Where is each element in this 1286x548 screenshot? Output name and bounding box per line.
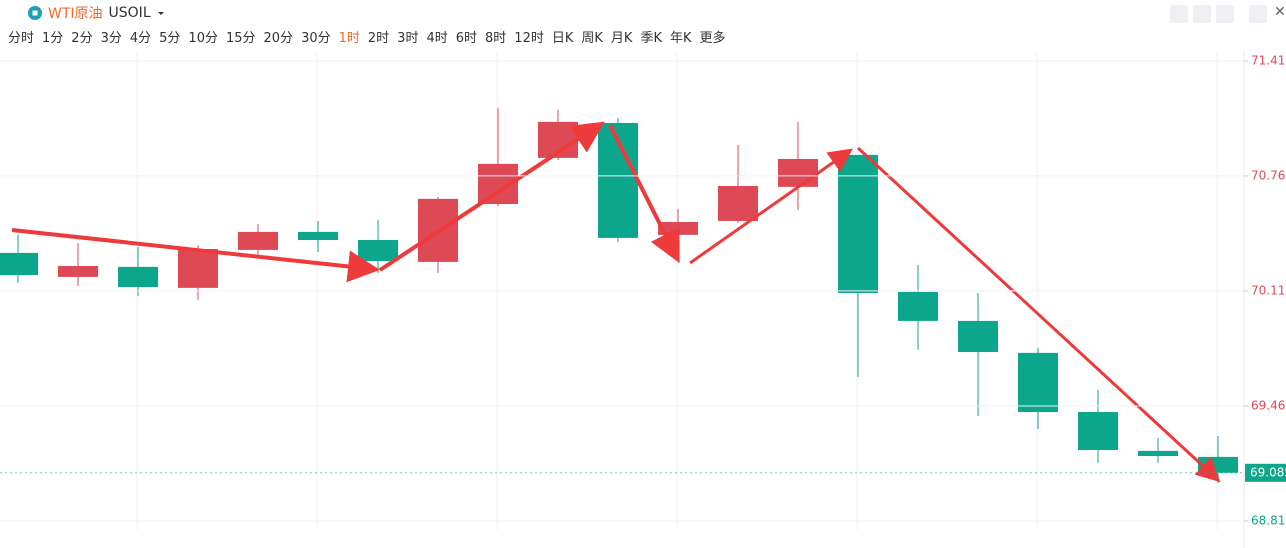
symbol-icon <box>28 6 42 20</box>
tool-icon[interactable] <box>1216 5 1234 23</box>
period-tab[interactable]: 年K <box>669 31 692 46</box>
y-tick-label: 69.463 <box>1251 399 1286 413</box>
tool-icon[interactable] <box>1193 5 1211 23</box>
period-tab[interactable]: 8时 <box>485 31 507 46</box>
arrow <box>689 148 853 265</box>
period-tabs: 分时 1分 2分 3分 4分 5分 10分 15分 20分 30分 1时 2时 3时 4时 6时 8时 12时日… <box>8 27 726 46</box>
candles <box>0 107 1238 484</box>
period-tab[interactable]: 月K <box>610 31 633 46</box>
last-price-box <box>1245 463 1286 482</box>
y-tick-label: 70.766 <box>1251 168 1286 182</box>
period-tab[interactable]: 4时 <box>426 31 448 46</box>
candle-body <box>0 252 38 275</box>
candle-body <box>1138 450 1178 457</box>
period-tab[interactable]: 1时 <box>338 31 360 46</box>
candle-body <box>1018 352 1058 413</box>
y-tick-label: 71.417 <box>1251 53 1286 67</box>
period-tab[interactable]: 15分 <box>225 31 256 46</box>
candle-body <box>1198 456 1238 473</box>
candle-body <box>958 320 998 352</box>
candle-body <box>58 265 98 277</box>
candle-body <box>778 158 818 187</box>
period-tab[interactable]: 12时 <box>514 31 544 46</box>
period-tab[interactable]: 6时 <box>455 31 478 46</box>
candle-body <box>238 231 278 250</box>
arrow <box>608 124 680 264</box>
period-tab[interactable]: 5分 <box>159 31 181 46</box>
period-tab[interactable]: 1分 <box>42 31 64 46</box>
candle-body <box>358 240 398 262</box>
arrow <box>378 121 605 272</box>
toolbar: WTI原油 USOIL 分时 1分 2分 3分 4分 5分 10分 15分 20分 30分 1时 2时… <box>0 0 1286 52</box>
symbol-name: WTI原油 <box>48 6 103 22</box>
y-tick-label: 70.115 <box>1251 283 1286 297</box>
last-price-label: 69.085 <box>1250 465 1286 479</box>
expand-icon[interactable] <box>1249 5 1267 23</box>
period-tab[interactable]: 日K <box>551 31 574 46</box>
period-tab[interactable]: 季K <box>640 31 662 46</box>
annotations <box>11 121 1221 483</box>
symbol[interactable]: WTI原油 USOIL <box>28 3 165 23</box>
period-tab[interactable]: 2分 <box>71 31 93 46</box>
y-tick-label: 68.812 <box>1251 513 1286 527</box>
candle-body <box>1078 412 1118 450</box>
candle-body <box>718 185 758 221</box>
arrow <box>856 146 1221 483</box>
symbol-code: USOIL <box>108 5 151 21</box>
arrow <box>11 228 380 283</box>
candle-body <box>298 231 338 241</box>
period-tab[interactable]: 周K <box>581 31 603 46</box>
period-tab[interactable]: 10分 <box>188 31 218 46</box>
candle-body <box>898 291 938 321</box>
tool-icon[interactable] <box>1170 5 1188 23</box>
period-tab[interactable]: 3时 <box>397 31 419 46</box>
candle-body <box>118 266 158 287</box>
period-tab[interactable]: 30分 <box>301 31 331 46</box>
period-tab[interactable]: 更多 <box>699 31 726 46</box>
close-icon[interactable]: ✕ <box>1274 4 1286 20</box>
period-tab[interactable]: 2时 <box>367 31 390 46</box>
candle-body <box>838 154 878 294</box>
period-tab[interactable]: 4分 <box>129 31 152 46</box>
period-tab[interactable]: 3分 <box>100 31 122 46</box>
period-tab[interactable]: 分时 <box>8 31 35 46</box>
caret <box>157 12 164 15</box>
period-tab[interactable]: 20分 <box>263 31 294 46</box>
candle-body <box>178 249 218 288</box>
